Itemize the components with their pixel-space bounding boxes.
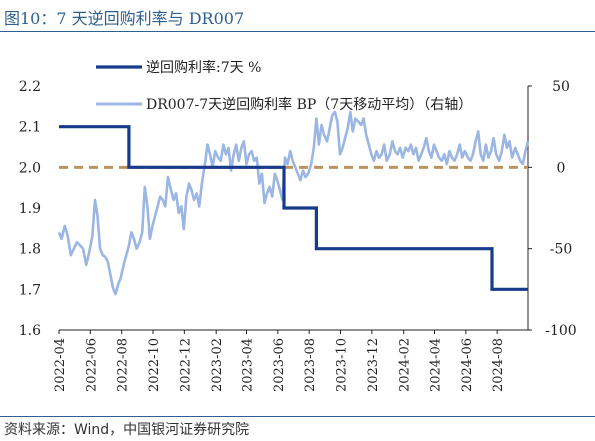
x-tick-label: 2023-10 [335, 338, 350, 392]
title-divider [0, 31, 595, 32]
x-tick-label: 2024-06 [460, 338, 475, 392]
dr007-series-layer [57, 110, 530, 296]
left-tick-label: 1.9 [19, 201, 41, 217]
right-tick-label: -100 [545, 323, 576, 339]
figure-title: 图10：7 天逆回购利率与 DR007 [4, 9, 245, 28]
x-tick-label: 2023-12 [366, 338, 381, 392]
source-divider [0, 416, 595, 417]
source-note: 资料来源：Wind，中国银河证券研究院 [4, 422, 250, 438]
x-tick-label: 2022-04 [53, 338, 68, 392]
x-tick-label: 2023-06 [272, 338, 287, 392]
left-tick-label: 1.8 [19, 242, 41, 258]
x-tick-label: 2024-02 [398, 338, 413, 392]
left-tick-label: 1.6 [19, 323, 41, 339]
x-tick-label: 2023-04 [240, 338, 255, 392]
x-tick-label: 2023-02 [210, 338, 225, 392]
right-axis-tick-labels: 50 0 -50 -100 [528, 79, 577, 339]
right-tick-label: 0 [557, 160, 566, 176]
policy-rate-line [59, 125, 528, 291]
left-tick-label: 2.0 [19, 160, 41, 176]
x-tick-label: 2023-08 [303, 338, 318, 392]
x-tick-label: 2022-06 [84, 338, 99, 392]
x-tick-label: 2024-04 [429, 338, 444, 392]
left-tick-label: 2.1 [19, 120, 41, 136]
legend-label-dr007: DR007-7天逆回购利率 BP（7天移动平均）（右轴） [146, 96, 472, 113]
left-axis-tick-labels: 1.6 1.7 1.8 1.9 2.0 2.1 2.2 [19, 79, 41, 339]
right-tick-label: 50 [552, 79, 570, 95]
left-tick-label: 1.7 [19, 282, 41, 298]
left-tick-label: 2.2 [19, 79, 41, 95]
x-tick-label: 2022-08 [116, 338, 131, 392]
legend: 逆回购利率:7天 % DR007-7天逆回购利率 BP（7天移动平均）（右轴） [96, 59, 472, 113]
x-tick-label: 2024-08 [491, 338, 506, 392]
chart-svg: 逆回购利率:7天 % DR007-7天逆回购利率 BP（7天移动平均）（右轴） 1… [19, 59, 577, 392]
policy-rate-series-layer [59, 125, 528, 291]
x-tick-label: 2022-10 [147, 338, 162, 392]
legend-label-policy-rate: 逆回购利率:7天 % [146, 59, 261, 76]
dr007-spread-line [57, 110, 530, 296]
right-tick-label: -50 [550, 242, 573, 258]
x-tick-label: 2022-12 [178, 338, 193, 392]
x-axis-tick-labels: 2022-04 2022-06 2022-08 2022-10 2022-12 2023-… [53, 330, 506, 392]
